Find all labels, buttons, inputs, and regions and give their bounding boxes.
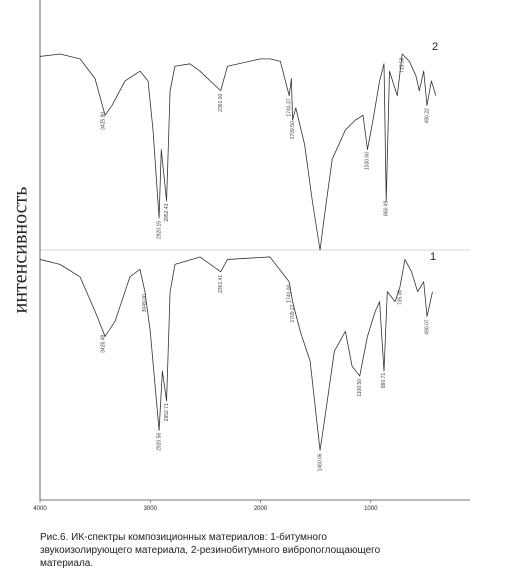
peak-label: 1740.00 bbox=[287, 285, 293, 303]
peak-label: 1709.27 bbox=[290, 304, 296, 322]
caption: Рис.6. ИК-спектры композиционных материа… bbox=[40, 531, 327, 543]
y-axis-label: интенсивность bbox=[10, 187, 32, 314]
peak-label: 880.71 bbox=[381, 373, 387, 389]
x-tick-label: 1000 bbox=[364, 506, 378, 512]
peak-label: 3425.90 bbox=[101, 112, 107, 130]
x-tick-label: 2000 bbox=[254, 506, 268, 512]
peak-label: 2920.15 bbox=[156, 221, 162, 239]
peak-label: 1709.50 bbox=[290, 121, 296, 139]
peak-label: 3049.00 bbox=[142, 294, 148, 312]
peak-label: 1100.50 bbox=[357, 379, 363, 397]
peak-label: 490.07 bbox=[424, 319, 430, 335]
peak-label: 1740.37 bbox=[286, 98, 292, 116]
spectrum-line bbox=[39, 53, 437, 251]
peak-label: 2361.41 bbox=[218, 275, 224, 293]
peak-label: 1460.06 bbox=[317, 453, 323, 471]
peak-label: 735.00 bbox=[397, 290, 403, 306]
caption: материала. bbox=[40, 558, 93, 569]
peak-label: 715.58 bbox=[399, 57, 405, 73]
caption: звукоизолирующего материала, 2-резинобит… bbox=[40, 544, 381, 556]
spectrum-line bbox=[39, 256, 433, 451]
legend-label: 2 bbox=[432, 41, 438, 53]
x-tick-label: 4000 bbox=[33, 506, 47, 512]
peak-label: 3426.48 bbox=[101, 335, 107, 353]
peak-label: 1030.66 bbox=[365, 152, 371, 170]
peak-label: 860.49 bbox=[383, 200, 389, 216]
peak-label: 490.22 bbox=[424, 108, 430, 124]
x-tick-label: 3000 bbox=[144, 506, 158, 512]
peak-label: 2852.43 bbox=[164, 203, 170, 221]
peak-label: 2852.71 bbox=[164, 403, 170, 421]
peak-label: 2361.00 bbox=[218, 94, 224, 112]
peak-label: 2920.58 bbox=[156, 433, 162, 451]
legend-label: 1 bbox=[430, 251, 436, 263]
